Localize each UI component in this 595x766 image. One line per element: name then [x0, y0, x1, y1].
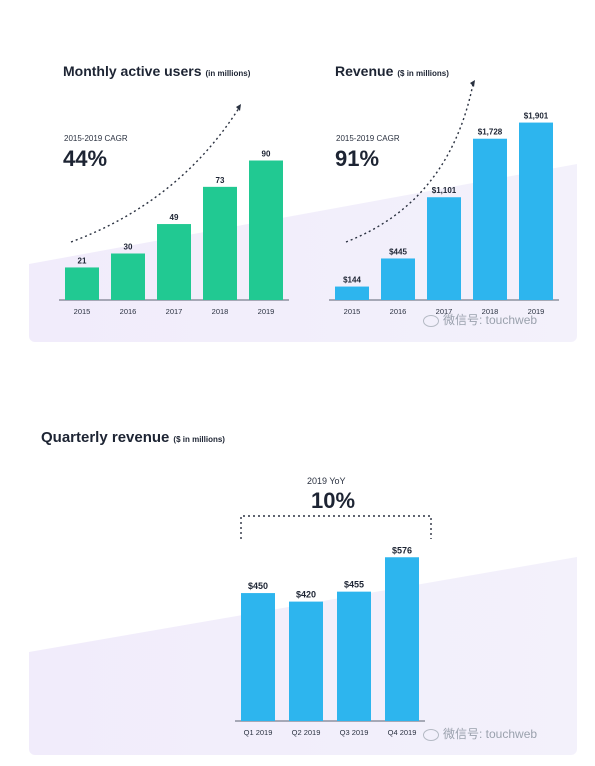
quarterly-chart: $450 Q1 2019 $420 Q2 2019 $455 Q3 2019 $576 Q4 …	[235, 515, 432, 737]
revenue-chart: $144 2015 $445 2016 $1,101 2017 $1,728 2018 $1,9…	[329, 80, 559, 316]
quarterly-unit: ($ in millions)	[173, 435, 225, 444]
bar-q3-2019	[337, 591, 371, 721]
mau-cagr-label: 2015-2019 CAGR	[64, 134, 128, 143]
tick-label: Q3 2019	[340, 728, 369, 737]
mau-cagr-value: 44%	[63, 146, 108, 171]
data-label: $1,901	[524, 112, 549, 121]
bar-q2-2019	[289, 601, 323, 721]
revenue-unit: ($ in millions)	[397, 69, 449, 78]
data-label: 49	[170, 213, 179, 222]
bar-2019	[249, 160, 283, 300]
tick-label: Q4 2019	[388, 728, 417, 737]
revenue-trend-arrow	[345, 83, 474, 243]
data-label: 90	[262, 150, 271, 159]
wechat-icon	[423, 728, 439, 741]
mau-unit: (in millions)	[205, 69, 251, 78]
revenue-trend-arrow-head	[470, 80, 475, 87]
tick-label: 2018	[212, 307, 229, 316]
wechat-icon	[423, 314, 439, 327]
quarterly-title-text: Quarterly revenue	[41, 429, 170, 446]
data-label: $455	[344, 580, 364, 590]
tick-label: 2016	[390, 307, 407, 316]
bar-2018	[473, 138, 507, 300]
data-label: $420	[296, 590, 316, 600]
data-label: $1,101	[432, 186, 457, 195]
watermark-bottom: 微信号: touchweb	[423, 725, 537, 742]
watermark-top-text: 微信号: touchweb	[443, 313, 538, 327]
data-label: 73	[216, 176, 225, 185]
revenue-title-text: Revenue	[335, 63, 394, 79]
tick-label: 2017	[436, 307, 453, 316]
tick-label: 2015	[74, 307, 91, 316]
data-label: $576	[392, 545, 412, 555]
tick-label: 2017	[166, 307, 183, 316]
bottom-card: Quarterly revenue ($ in millions) 2019 Yo…	[29, 412, 577, 755]
mau-title-text: Monthly active users	[63, 63, 202, 79]
revenue-title: Revenue ($ in millions)	[335, 63, 449, 79]
tick-label: 2015	[344, 307, 361, 316]
top-card: Monthly active users (in millions) 2015-2…	[29, 52, 577, 342]
bar-2015	[335, 286, 369, 300]
bar-2019	[519, 122, 553, 300]
data-label: $144	[343, 276, 361, 285]
tick-label: 2016	[120, 307, 137, 316]
bar-2016	[381, 258, 415, 300]
data-label: $450	[248, 581, 268, 591]
mau-title: Monthly active users (in millions)	[63, 63, 250, 79]
bar-2015	[65, 267, 99, 300]
bar-q4-2019	[385, 557, 419, 721]
bar-2016	[111, 253, 145, 300]
revenue-cagr-value: 91%	[335, 146, 380, 171]
tick-label: Q1 2019	[244, 728, 273, 737]
bar-2018	[203, 186, 237, 300]
tick-label: 2019	[258, 307, 275, 316]
tick-label: 2018	[482, 307, 499, 316]
data-label: 30	[124, 243, 133, 252]
mau-trend-arrow	[70, 107, 240, 243]
bar-q1-2019	[241, 593, 275, 721]
yoy-value: 10%	[311, 488, 356, 513]
watermark-bottom-text: 微信号: touchweb	[443, 727, 538, 741]
tick-label: Q2 2019	[292, 728, 321, 737]
data-label: $445	[389, 247, 407, 256]
watermark-top: 微信号: touchweb	[423, 311, 537, 328]
bar-2017	[427, 197, 461, 300]
yoy-bracket	[240, 515, 432, 539]
mau-trend-arrow-head	[236, 104, 241, 111]
bar-2017	[157, 224, 191, 300]
mau-chart: 21 2015 30 2016 49 2017 73 2018 90 2019	[59, 104, 289, 316]
yoy-label: 2019 YoY	[307, 476, 346, 486]
data-label: 21	[78, 256, 87, 265]
tick-label: 2019	[528, 307, 545, 316]
quarterly-title: Quarterly revenue ($ in millions)	[41, 429, 225, 446]
data-label: $1,728	[478, 128, 503, 137]
revenue-cagr-label: 2015-2019 CAGR	[336, 134, 400, 143]
